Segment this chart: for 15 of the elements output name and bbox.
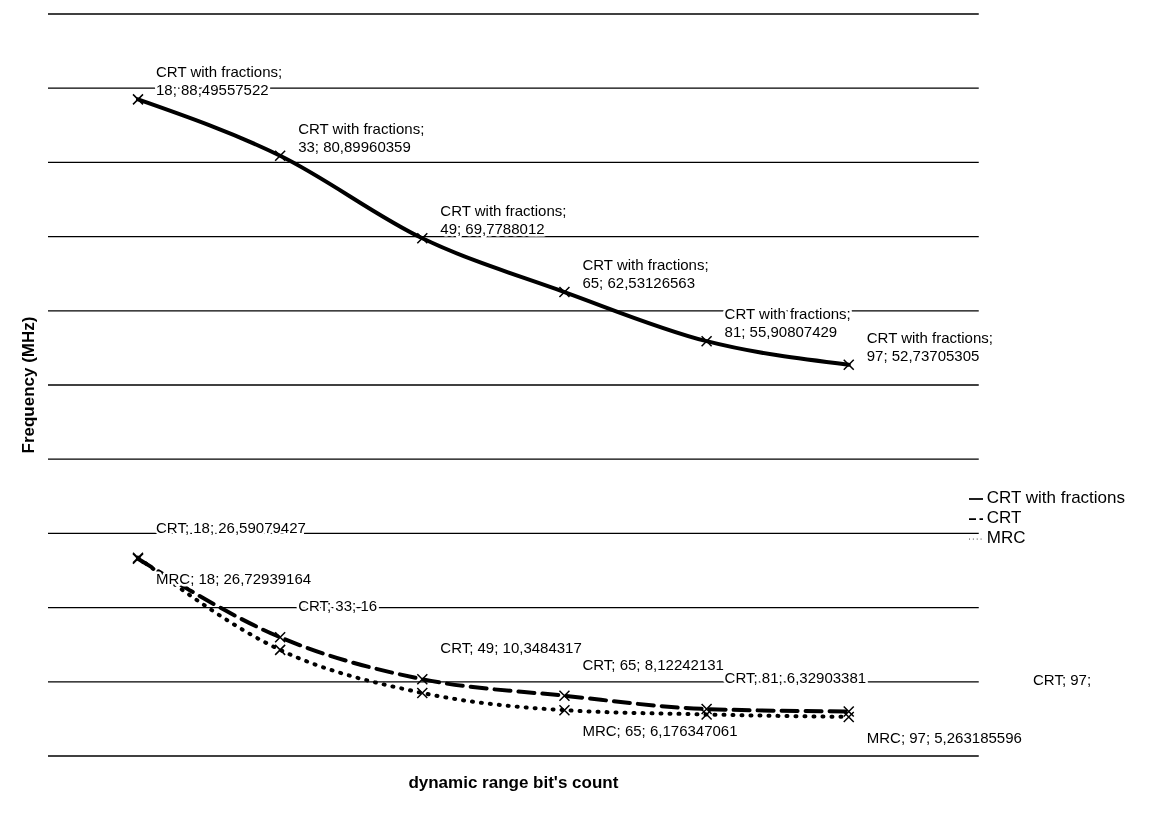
legend-label: CRT xyxy=(986,508,1022,527)
text: CRT; 97; xyxy=(1033,671,1092,689)
data-label: CRT with fractions; 33; 80,89960359 xyxy=(298,119,425,155)
data-label: MRC; 97; 5,263185596 xyxy=(866,728,1022,746)
data-label: MRC; 65; 6,176347061 xyxy=(582,722,738,740)
y-axis-title: Frequency (MHz) xyxy=(19,316,39,454)
data-label: CRT; 18; 26,59079427 xyxy=(156,518,306,536)
x-axis-title: dynamic range bit's count xyxy=(408,773,619,792)
data-label: CRT with fractions; 97; 52,73705305 xyxy=(866,328,993,364)
data-label: CRT; 65; 8,12242131 xyxy=(582,655,724,673)
data-label: CRT with fractions; 49; 69,7788012 xyxy=(440,202,567,238)
legend-label: MRC xyxy=(986,528,1026,547)
data-label: CRT; 49; 10,3484317 xyxy=(440,639,582,657)
legend-label: CRT with fractions xyxy=(986,488,1125,507)
data-label: CRT with fractions; 65; 62,53126563 xyxy=(582,256,709,292)
